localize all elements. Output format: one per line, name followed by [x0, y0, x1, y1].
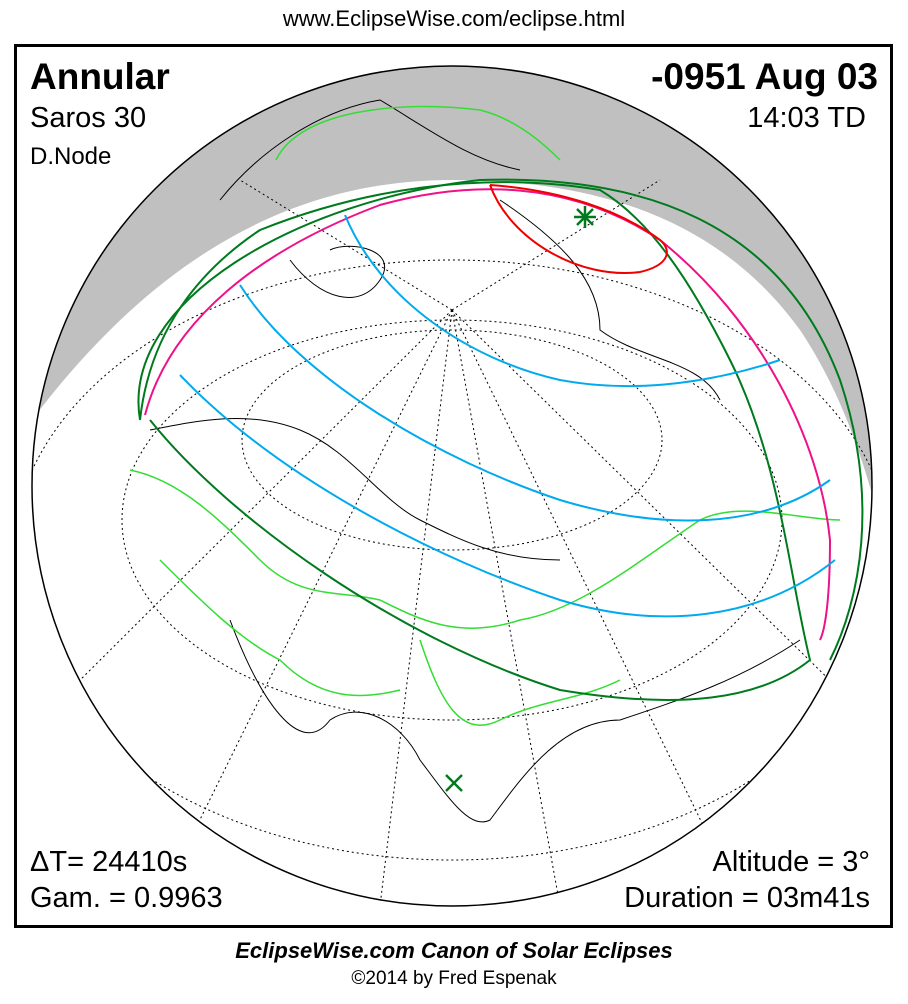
delta-t: ΔT= 24410s: [30, 846, 188, 878]
globe-outline: [31, 65, 873, 907]
subsolar-x-marker: [445, 774, 463, 792]
source-url: www.EclipseWise.com/eclipse.html: [282, 6, 626, 31]
eclipse-date: -0951 Aug 03: [651, 56, 878, 97]
footer-copyright: ©2014 by Fred Espenak: [351, 968, 557, 989]
annular-path-center: [239, 284, 831, 522]
max-eclipse-region: [489, 184, 668, 274]
night-region: [32, 66, 872, 640]
annular-path-south: [179, 374, 836, 618]
greatest-eclipse-star-marker: [574, 206, 596, 228]
penumbra-limit-outer: [137, 178, 864, 661]
eclipse-type: Annular: [30, 56, 170, 97]
footer-title: EclipseWise.com Canon of Solar Eclipses: [235, 938, 673, 963]
coastlines: [149, 99, 801, 823]
map-frame: [14, 44, 893, 928]
altitude: Altitude = 3°: [712, 846, 870, 878]
annular-path-north: [344, 214, 781, 388]
penumbra-limit-inner: [139, 181, 812, 701]
saros: Saros 30: [30, 102, 147, 134]
node: D.Node: [30, 143, 112, 170]
globe: [32, 66, 872, 906]
duration: Duration = 03m41s: [624, 882, 870, 914]
eclipse-time: 14:03 TD: [747, 102, 866, 134]
gamma: Gam. = 0.9963: [30, 882, 223, 914]
